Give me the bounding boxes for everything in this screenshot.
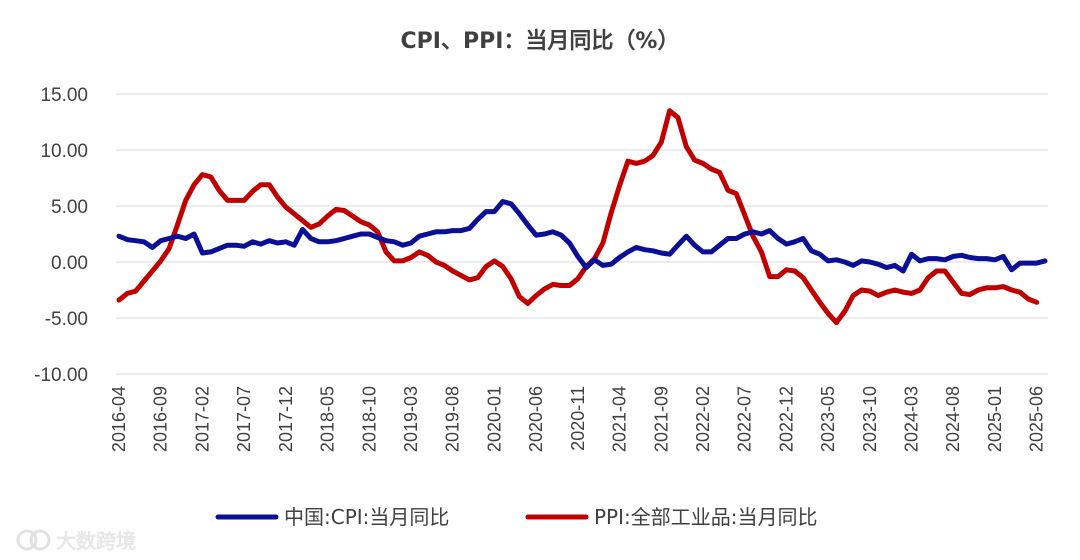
x-tick-label: 2020-01 [484,386,504,452]
x-tick-label: 2020-11 [568,386,588,451]
legend-label-1: PPI:全部工业品:当月同比 [594,505,818,529]
x-tick-label: 2021-09 [651,386,671,452]
x-tick-label: 2019-08 [443,386,463,452]
x-tick-label: 2020-06 [526,386,546,452]
x-tick-label: 2017-12 [276,386,296,452]
watermark-text: 大数跨境 [56,529,136,553]
series-line-1 [116,108,1040,325]
y-tick-label: 5.00 [51,197,88,218]
x-tick-label: 2023-05 [818,386,838,452]
x-tick-label: 2019-03 [401,386,421,452]
x-tick-label: 2024-08 [943,386,963,452]
x-tick-label: 2023-10 [860,386,880,452]
x-tick-label: 2017-07 [234,386,254,452]
x-tick-label: 2022-07 [735,386,755,452]
legend-label-0: 中国:CPI:当月同比 [284,505,449,529]
y-tick-label: -5.00 [45,309,88,330]
plot-area [116,108,1048,325]
y-tick-label: -10.00 [34,365,88,386]
y-tick-label: 15.00 [40,85,88,106]
x-tick-label: 2022-02 [693,386,713,452]
series-line-0 [116,199,1048,274]
grid-lines [116,93,1048,375]
x-tick-label: 2018-05 [318,386,338,452]
x-tick-label: 2017-02 [192,386,212,452]
x-tick-label: 2016-04 [109,386,129,452]
x-tick-label: 2022-12 [776,386,796,452]
y-tick-label: 0.00 [51,253,88,274]
legend: 中国:CPI:当月同比 PPI:全部工业品:当月同比 [215,505,818,529]
x-axis: 2016-04 2016-09 2017-02 2017-07 2017-12 2018-… [109,386,1047,452]
x-tick-label: 2024-03 [902,386,922,452]
y-tick-label: 10.00 [40,141,88,162]
y-axis: 15.00 10.00 5.00 0.00 -5.00 -10.00 [34,85,88,386]
x-tick-label: 2025-01 [985,386,1005,452]
watermark-logo-icon-2 [29,529,51,551]
watermark-logo-icon [16,529,38,551]
x-tick-label: 2021-04 [610,386,630,452]
watermark: 大数跨境 [16,529,136,553]
x-tick-label: 2018-10 [359,386,379,452]
x-tick-label: 2025-06 [1027,386,1047,452]
x-tick-label: 2016-09 [151,386,171,452]
chart-title: CPI、PPI：当月同比（%） [401,29,680,54]
